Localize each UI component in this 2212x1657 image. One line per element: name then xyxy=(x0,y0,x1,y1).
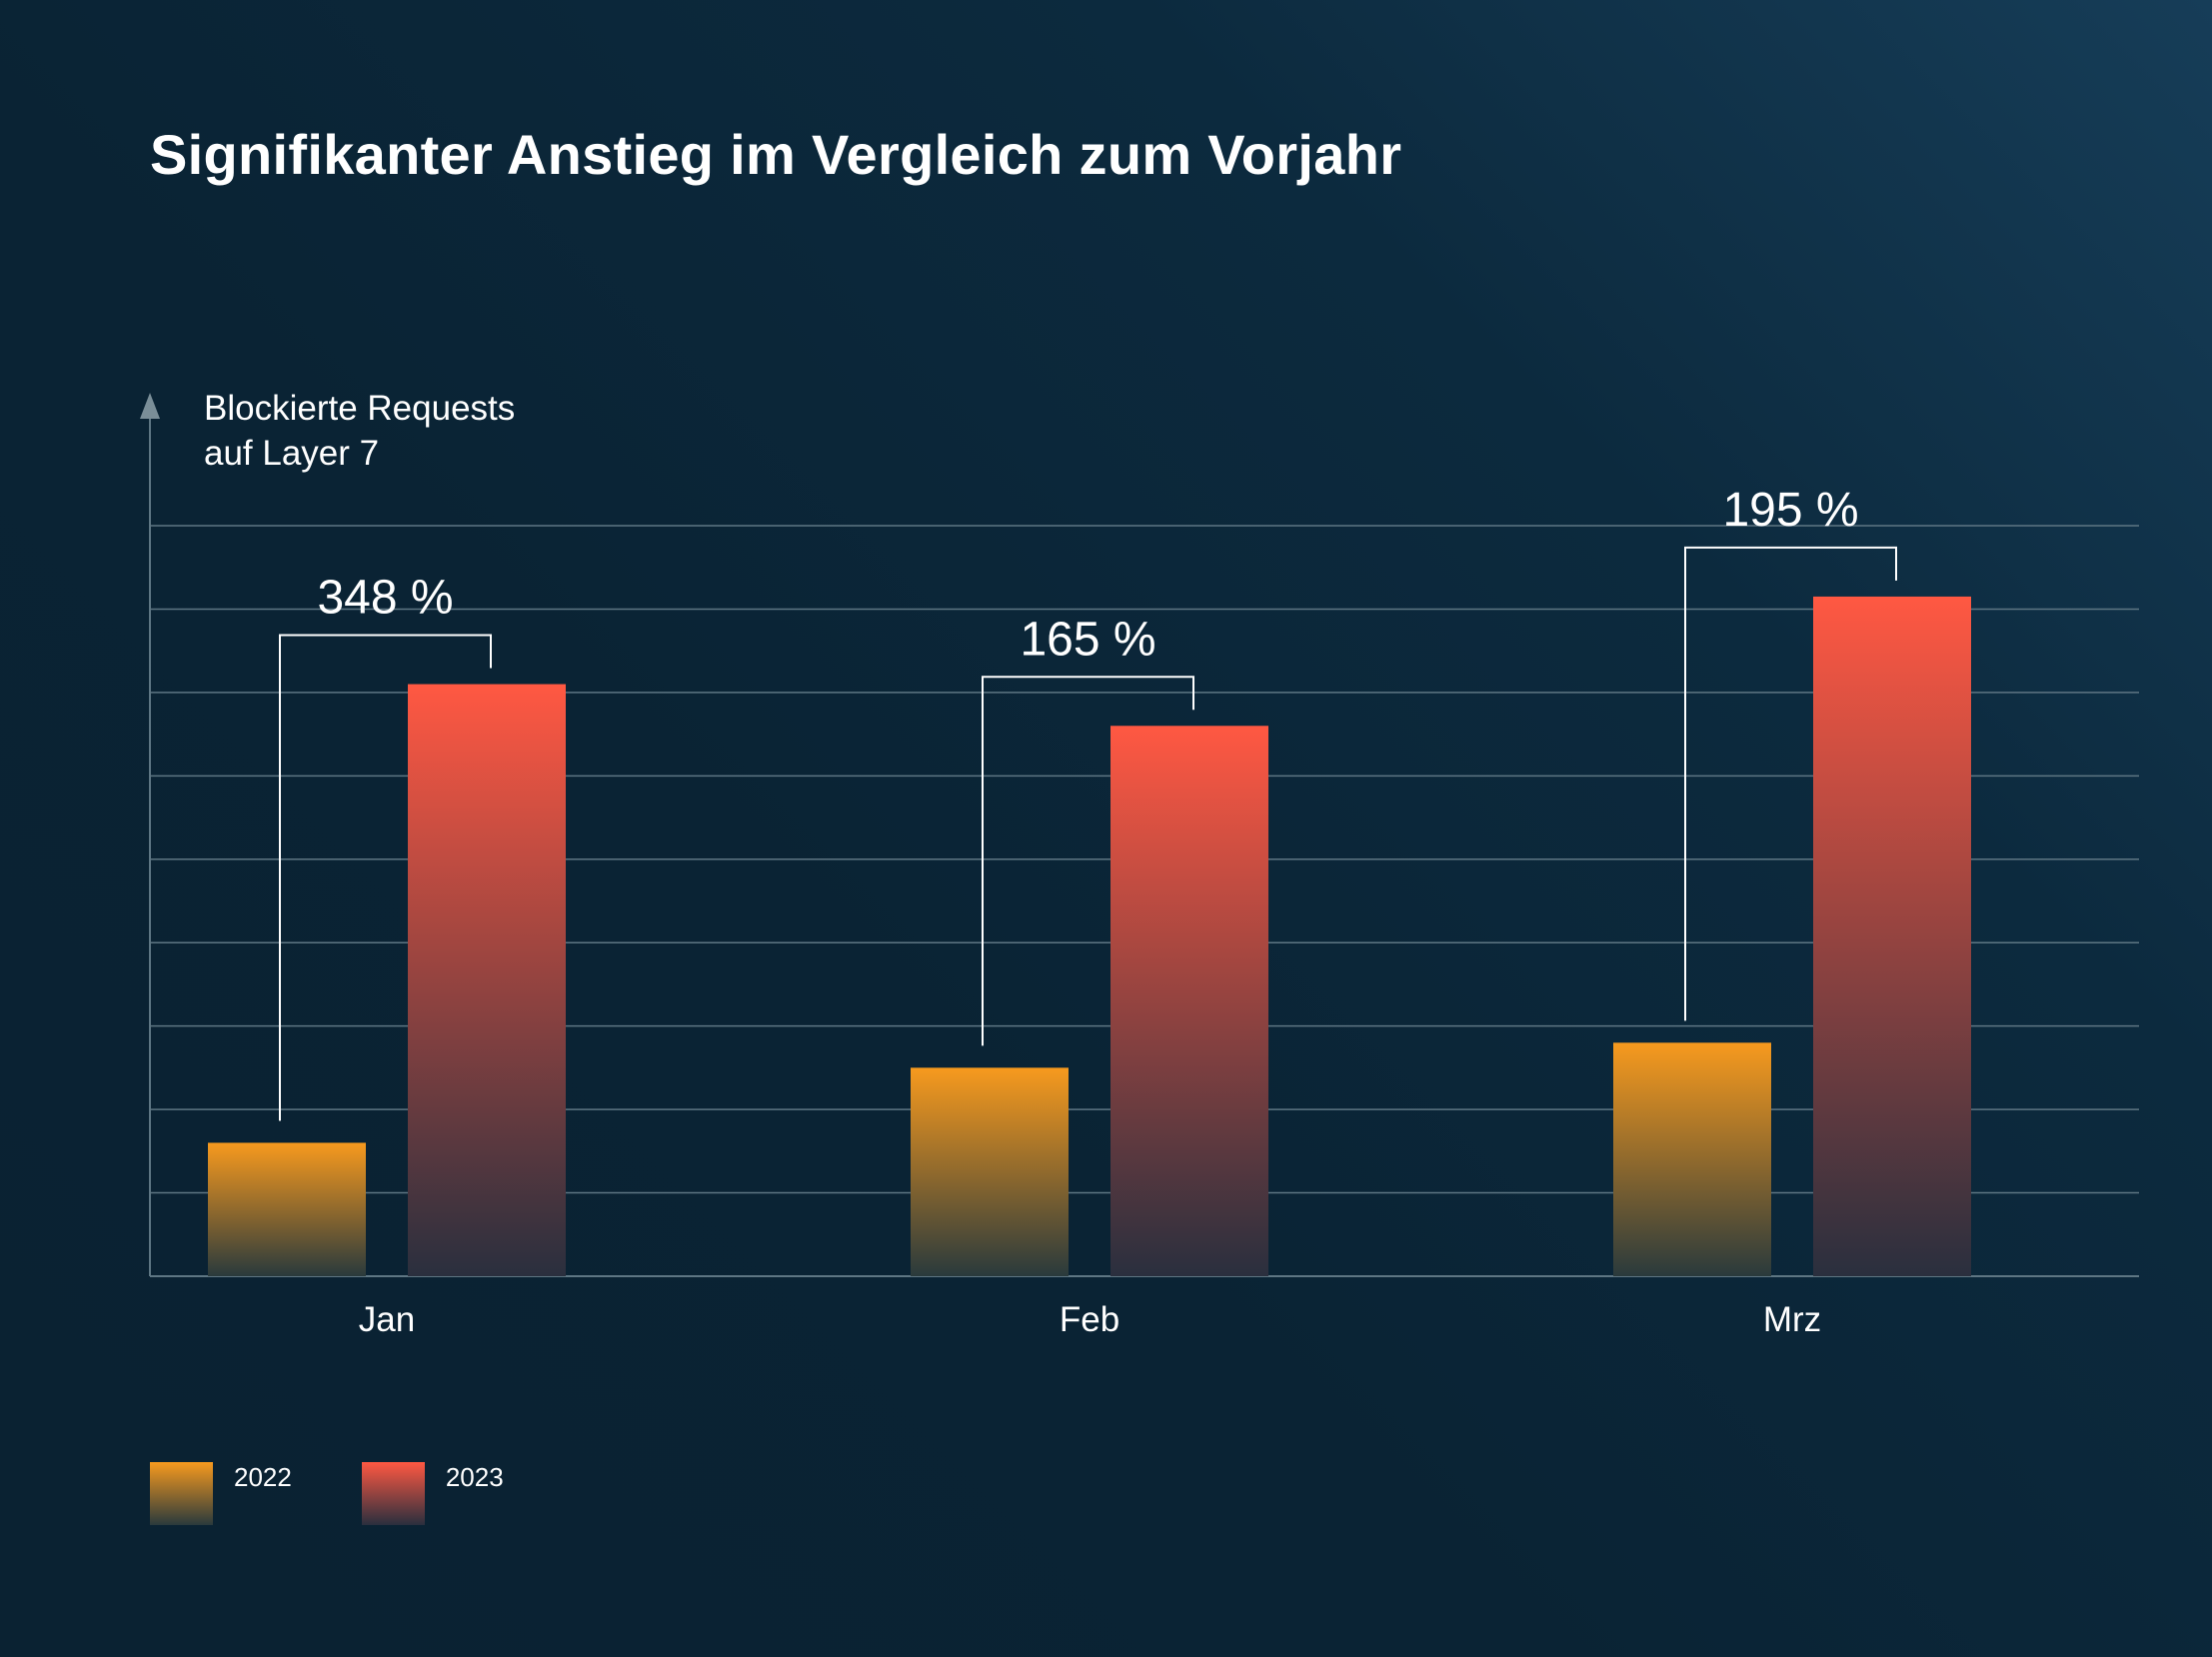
bar-2023-mrz xyxy=(1813,596,1971,1276)
y-axis-label: Blockierte Requests auf Layer 7 xyxy=(204,389,515,473)
y-axis-label-line: Blockierte Requests xyxy=(204,389,515,428)
x-axis-tick-labels: Jan Feb Mrz xyxy=(359,1300,1821,1339)
x-tick-label: Mrz xyxy=(1763,1300,1821,1339)
x-tick-label: Jan xyxy=(359,1300,415,1339)
bar-2023-feb xyxy=(1110,726,1268,1276)
bar-2023-jan xyxy=(408,684,566,1276)
legend-label-2022: 2022 xyxy=(234,1462,292,1492)
growth-label: 348 % xyxy=(317,572,453,625)
legend-swatch-2023 xyxy=(361,1462,425,1525)
bar-2022-feb xyxy=(911,1067,1069,1276)
y-axis-arrow-icon xyxy=(140,393,160,419)
bars xyxy=(208,596,1971,1276)
legend: 2022 2023 xyxy=(150,1462,574,1525)
growth-label: 165 % xyxy=(1020,613,1155,666)
bar-2022-mrz xyxy=(1613,1042,1771,1276)
growth-bracket xyxy=(279,634,492,1121)
bar-2022-jan xyxy=(208,1142,366,1276)
legend-swatch-2022 xyxy=(150,1462,213,1525)
growth-annotations: 348 % 165 % 195 % xyxy=(279,484,1897,1121)
chart-title: Signifikanter Anstieg im Vergleich zum V… xyxy=(150,123,1402,186)
growth-label: 195 % xyxy=(1722,484,1858,537)
legend-label-2023: 2023 xyxy=(445,1462,504,1492)
legend-item-2023: 2023 xyxy=(361,1462,504,1525)
legend-item-2022: 2022 xyxy=(150,1462,292,1525)
x-tick-label: Feb xyxy=(1060,1300,1119,1339)
growth-bracket xyxy=(982,676,1194,1046)
growth-bracket xyxy=(1684,546,1897,1021)
y-axis-label-line: auf Layer 7 xyxy=(204,434,379,473)
